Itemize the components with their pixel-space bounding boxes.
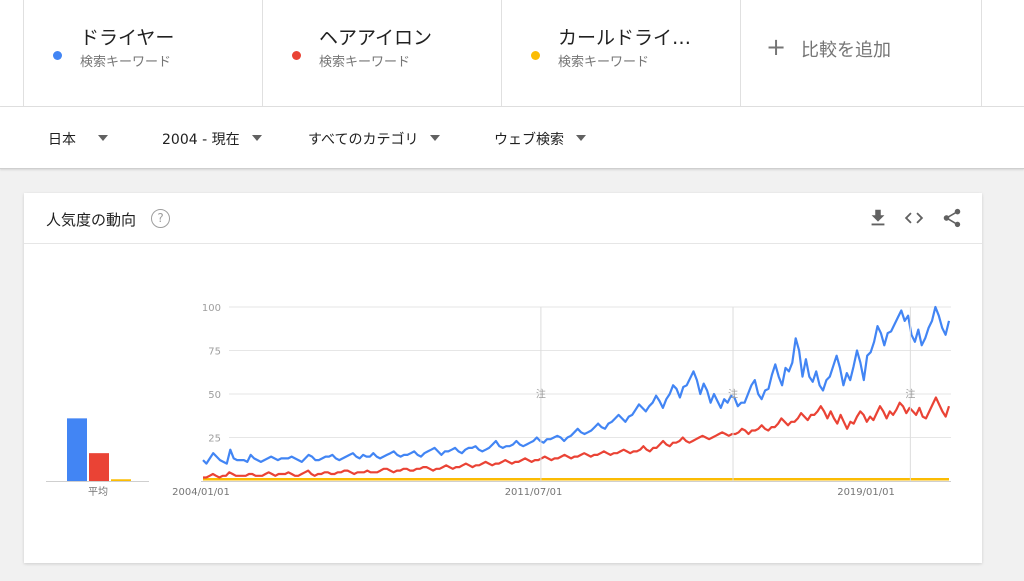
y-tick-label: 75 xyxy=(208,347,221,358)
search-type-value: ウェブ検索 xyxy=(494,132,564,148)
term-1-name[interactable]: ドライヤー xyxy=(80,27,175,49)
term-3-subtitle: 検索キーワード xyxy=(558,55,650,70)
download-icon[interactable] xyxy=(867,207,889,229)
x-tick-label: 2011/07/01 xyxy=(505,487,563,498)
x-axis-ticks: 2004/01/01 2011/07/01 2019/01/01 xyxy=(172,487,895,498)
annotation-marker: 注 xyxy=(728,387,738,400)
series-line-1 xyxy=(202,305,951,465)
series-line-2 xyxy=(203,396,951,479)
average-bar-1 xyxy=(67,418,87,481)
region-value: 日本 xyxy=(48,132,76,148)
term-2-name[interactable]: ヘアアイロン xyxy=(319,27,433,49)
y-tick-label: 50 xyxy=(208,390,221,401)
term-bar: ドライヤー 検索キーワード ヘアアイロン 検索キーワード カールドライ… 検索キ… xyxy=(0,0,1024,107)
term-3-color-dot xyxy=(531,51,540,60)
term-1-subtitle: 検索キーワード xyxy=(80,55,172,70)
term-1[interactable]: ドライヤー 検索キーワード xyxy=(24,0,263,106)
average-bars: 平均 xyxy=(46,418,149,498)
interest-over-time-card: 人気度の動向 ? 平均 25 50 75 100 注 注 注 2004/01/01 2011… xyxy=(24,193,982,563)
search-type-dropdown[interactable]: ウェブ検索 xyxy=(494,129,586,149)
term-2-subtitle: 検索キーワード xyxy=(319,55,411,70)
x-tick-label: 2004/01/01 xyxy=(172,487,230,498)
interest-chart: 平均 25 50 75 100 注 注 注 2004/01/01 2011/07/01 201… xyxy=(46,303,951,498)
chevron-down-icon xyxy=(576,135,586,141)
term-2[interactable]: ヘアアイロン 検索キーワード xyxy=(263,0,502,106)
card-title: 人気度の動向 xyxy=(46,211,137,229)
term-2-color-dot xyxy=(292,51,301,60)
term-1-color-dot xyxy=(53,51,62,60)
chevron-down-icon xyxy=(98,135,108,141)
add-comparison-label: 比較を追加 xyxy=(801,40,891,61)
region-dropdown[interactable]: 日本 xyxy=(48,129,108,149)
period-dropdown[interactable]: 2004 - 現在 xyxy=(162,129,262,149)
chart-annotations: 注注注 xyxy=(536,307,915,481)
chevron-down-icon xyxy=(430,135,441,141)
share-icon[interactable] xyxy=(941,207,963,229)
term-bar-spacer xyxy=(0,0,24,106)
add-comparison-button[interactable]: + 比較を追加 xyxy=(741,0,982,106)
y-tick-label: 100 xyxy=(202,303,221,314)
term-3-name[interactable]: カールドライ… xyxy=(558,27,692,49)
category-value: すべてのカテゴリ xyxy=(308,132,419,148)
term-3[interactable]: カールドライ… 検索キーワード xyxy=(502,0,741,106)
embed-icon[interactable] xyxy=(903,207,925,229)
chevron-down-icon xyxy=(251,135,262,141)
y-tick-label: 25 xyxy=(208,434,221,445)
x-tick-label: 2019/01/01 xyxy=(837,487,895,498)
period-value: 2004 - 現在 xyxy=(162,132,240,148)
average-bar-2 xyxy=(89,453,109,481)
annotation-marker: 注 xyxy=(536,387,546,400)
average-label: 平均 xyxy=(88,486,108,498)
help-icon[interactable]: ? xyxy=(151,209,170,228)
average-bar-3 xyxy=(111,479,131,481)
chart-series xyxy=(202,305,951,481)
plus-icon: + xyxy=(766,33,787,61)
chart-grid: 25 50 75 100 xyxy=(201,303,951,482)
annotation-marker: 注 xyxy=(905,387,915,400)
category-dropdown[interactable]: すべてのカテゴリ xyxy=(308,129,441,149)
filter-bar: 日本 2004 - 現在 すべてのカテゴリ ウェブ検索 xyxy=(0,107,1024,169)
card-header: 人気度の動向 ? xyxy=(24,193,982,244)
